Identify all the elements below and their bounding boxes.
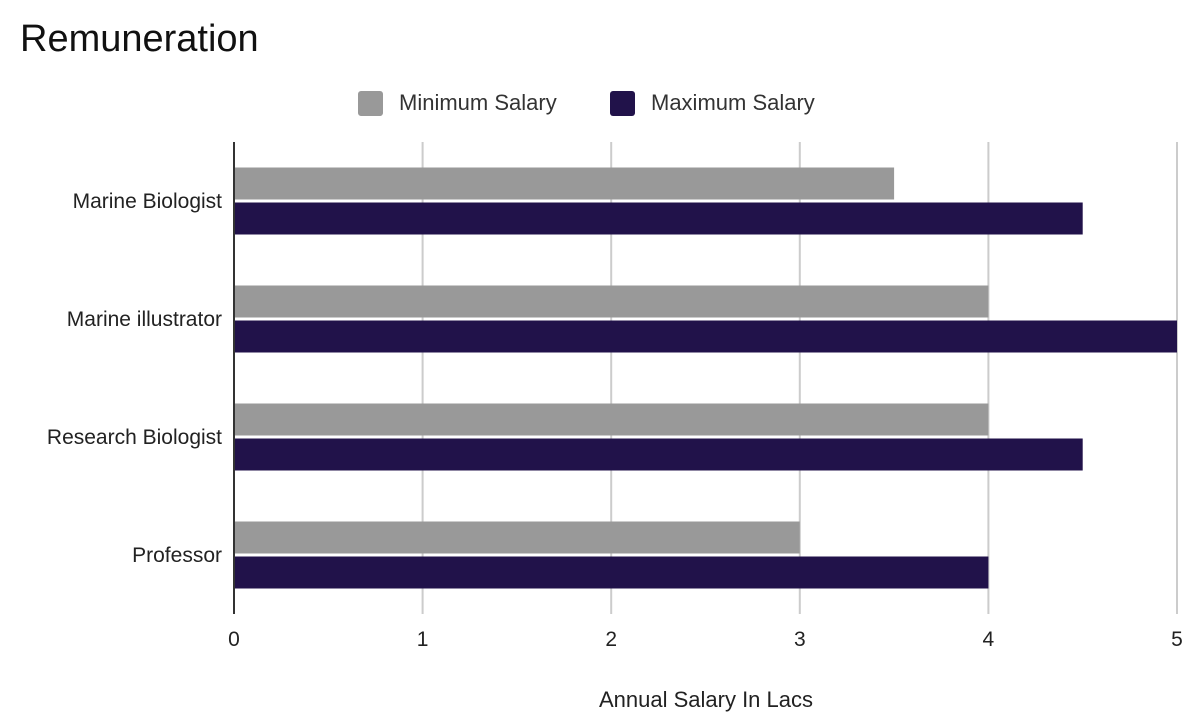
- x-axis-title: Annual Salary In Lacs: [599, 687, 813, 712]
- bar-minimum-3: [234, 521, 800, 554]
- x-tick-label: 3: [794, 628, 806, 651]
- bar-minimum-2: [234, 403, 989, 436]
- x-tick-label: 1: [417, 628, 429, 651]
- x-tick-label: 4: [983, 628, 995, 651]
- category-label: Marine Biologist: [73, 190, 223, 213]
- x-tick-label: 2: [605, 628, 617, 651]
- category-label: Research Biologist: [47, 426, 222, 449]
- bar-maximum-3: [234, 556, 989, 589]
- x-tick-label: 0: [228, 628, 240, 651]
- bar-maximum-1: [234, 320, 1177, 353]
- legend-item-maximum: Maximum Salary: [610, 88, 815, 118]
- legend-swatch-maximum: [610, 90, 635, 116]
- category-label: Professor: [132, 544, 222, 567]
- category-label: Marine illustrator: [67, 308, 222, 331]
- bar-minimum-0: [234, 167, 895, 200]
- legend-item-minimum: Minimum Salary: [358, 88, 557, 118]
- legend-swatch-minimum: [358, 90, 383, 116]
- legend-label-maximum: Maximum Salary: [651, 90, 815, 115]
- x-tick-label: 5: [1171, 628, 1183, 651]
- legend-label-minimum: Minimum Salary: [399, 90, 557, 115]
- chart-title: Remuneration: [20, 18, 259, 60]
- bar-maximum-0: [234, 202, 1083, 235]
- legend: Minimum Salary Maximum Salary: [0, 88, 1200, 118]
- bar-maximum-2: [234, 438, 1083, 471]
- bar-minimum-1: [234, 285, 989, 318]
